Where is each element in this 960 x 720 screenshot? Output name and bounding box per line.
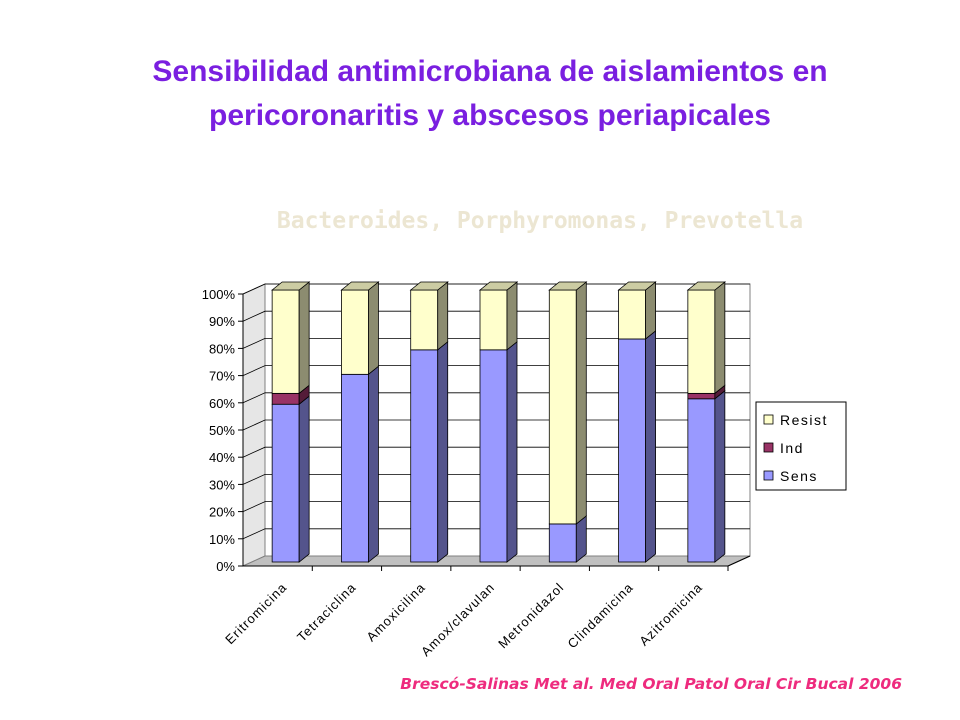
bar-top	[686, 281, 726, 291]
gridline	[242, 283, 750, 295]
bar-segment-resist	[618, 289, 646, 340]
bar-segment-sens	[341, 373, 369, 563]
bar-segment-sens	[410, 349, 439, 563]
x-category-label: Amoxicilina	[363, 580, 428, 645]
legend-label-sens: Sens	[780, 468, 818, 484]
bar-segment-resist	[271, 289, 300, 394]
bar-side-sens	[645, 330, 656, 563]
y-tick-label: 80%	[209, 341, 235, 356]
bar-side-resist	[298, 281, 310, 395]
bar-segment-resist	[548, 289, 577, 525]
bar-segment-sens	[618, 338, 646, 563]
bar-segment-sens	[548, 523, 577, 563]
bar-side-resist	[645, 281, 656, 340]
x-category-label: Clindamicina	[564, 580, 636, 652]
y-tick-label: 10%	[209, 532, 235, 547]
y-tick-label: 30%	[209, 477, 235, 492]
legend-swatch-ind	[763, 442, 774, 453]
bar-segment-sens	[687, 398, 716, 563]
bar-top	[340, 281, 380, 291]
gridline	[242, 419, 750, 431]
y-tick-label: 20%	[209, 505, 235, 520]
y-tick-label: 70%	[209, 369, 235, 384]
gridline	[242, 501, 750, 512]
bar-side-resist	[437, 281, 449, 351]
gridline	[242, 446, 750, 458]
legend-label-ind: Ind	[780, 440, 804, 456]
y-tick-label: 40%	[209, 450, 235, 465]
x-axis-depth	[727, 555, 751, 567]
bar-side-sens	[714, 389, 726, 563]
legend-swatch-sens	[763, 470, 774, 481]
bar-segment-resist	[341, 289, 369, 375]
y-tick-label: 50%	[209, 423, 235, 438]
y-tick-label: 100%	[202, 287, 236, 302]
slide-title: Sensibilidad antimicrobiana de aislamien…	[60, 50, 920, 138]
x-category-label: Metronidazol	[495, 580, 567, 652]
bar-side-sens	[368, 365, 379, 563]
y-tick-label: 60%	[209, 396, 235, 411]
bar-side-resist	[714, 281, 726, 395]
x-category-label: Azitromicina	[636, 580, 705, 649]
y-tick-label: 90%	[209, 314, 235, 329]
bar-segment-sens	[271, 403, 300, 563]
bar-segment-resist	[410, 289, 439, 351]
gridline	[242, 365, 750, 376]
bar-top	[617, 281, 657, 291]
bar-side-resist	[575, 281, 587, 525]
bar-side-resist	[506, 281, 518, 351]
x-category-label: Amox/clavulan	[418, 580, 498, 660]
gridline	[242, 310, 750, 322]
gridline	[242, 528, 750, 540]
gridline	[242, 337, 750, 349]
bar-segment-resist	[687, 289, 716, 394]
bar-side-sens	[437, 341, 449, 563]
title-line-1: Sensibilidad antimicrobiana de aislamien…	[152, 55, 828, 88]
gridline	[242, 392, 750, 404]
x-category-label: Tetraciclina	[294, 580, 359, 645]
bar-top	[409, 281, 449, 291]
bar-segment-ind	[271, 392, 300, 405]
bar-segment-sens	[479, 349, 508, 563]
bar-segment-ind	[687, 392, 716, 400]
bar-top	[271, 281, 311, 291]
x-category-label: Eritromicina	[222, 580, 290, 648]
title-line-2: pericoronaritis y abscesos periapicales	[209, 99, 771, 132]
bar-side-sens	[506, 341, 518, 563]
bar-side-resist	[368, 281, 379, 376]
legend-swatch-resist	[763, 414, 774, 425]
bar-top	[478, 281, 519, 291]
legend-label-resist: Resist	[780, 412, 828, 428]
citation: Brescó-Salinas Met al. Med Oral Patol Or…	[400, 675, 902, 693]
bar-segment-resist	[479, 289, 508, 351]
slide-subtitle: Bacteroides, Porphyromonas, Prevotella	[276, 208, 804, 234]
bar-side-sens	[298, 395, 310, 563]
gridline	[242, 473, 750, 485]
y-tick-label: 0%	[216, 559, 235, 574]
bar-top	[548, 281, 588, 291]
